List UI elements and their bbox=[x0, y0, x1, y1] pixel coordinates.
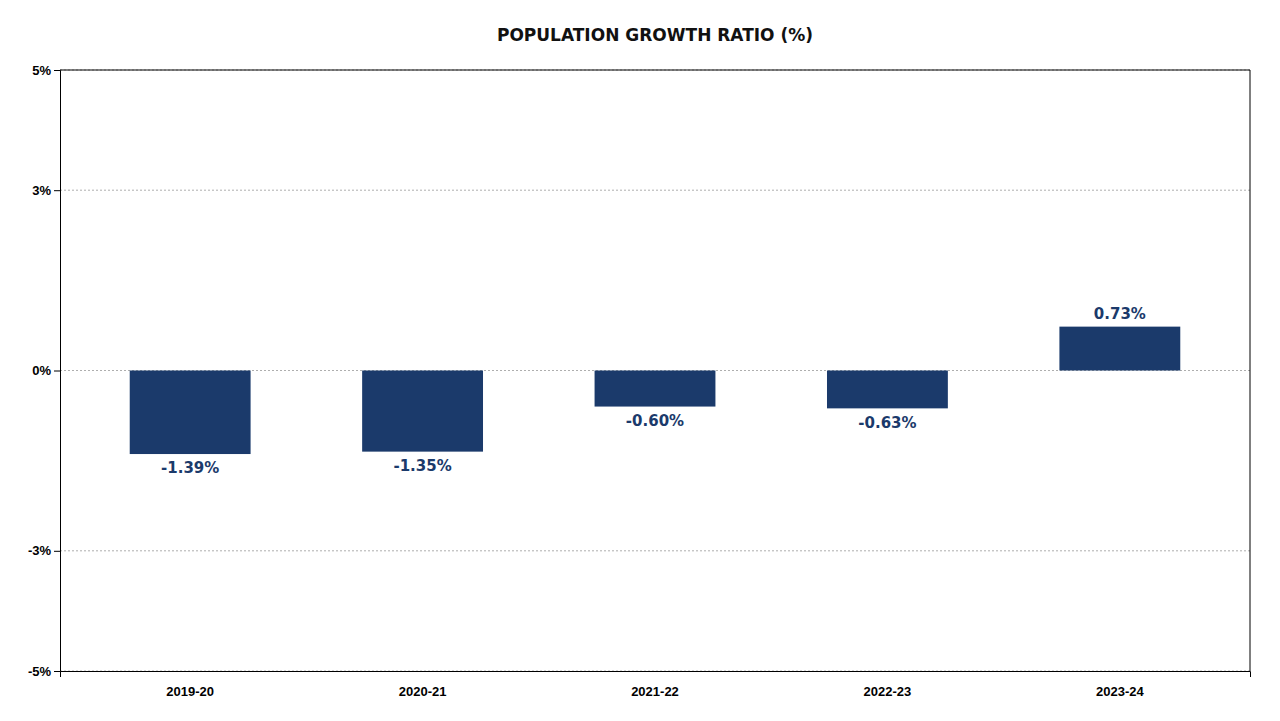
plot: -5% -3% 0% 3% 5% 2019-20 2020-21 2021-22 2022-23… bbox=[28, 63, 1251, 699]
tick-label: 2023-24 bbox=[1096, 684, 1144, 699]
frame bbox=[60, 70, 1250, 71]
tick-mark bbox=[54, 70, 60, 71]
tick-label: 2022-23 bbox=[864, 684, 912, 699]
tick-label: 2019-20 bbox=[166, 684, 214, 699]
bars bbox=[130, 327, 1181, 454]
tick: -3% bbox=[28, 543, 60, 558]
tick: 3% bbox=[32, 183, 60, 198]
tick-label: -3% bbox=[28, 543, 52, 558]
bar bbox=[130, 371, 251, 455]
tick-mark bbox=[54, 551, 60, 552]
bar bbox=[1059, 327, 1180, 371]
tick-mark bbox=[54, 371, 60, 372]
grid-line bbox=[60, 550, 1250, 551]
tick-label: 0% bbox=[32, 363, 51, 378]
tick: 2022-23 bbox=[864, 684, 912, 699]
frame bbox=[1250, 70, 1251, 671]
data-labels: -1.39% -1.35% -0.60% -0.63% 0.73% bbox=[161, 305, 1146, 478]
grid-line bbox=[60, 190, 1250, 191]
tick: 2019-20 bbox=[166, 684, 214, 699]
grid bbox=[60, 70, 1250, 671]
tick-label: 3% bbox=[32, 183, 51, 198]
bar bbox=[595, 371, 716, 407]
data-label: -1.39% bbox=[161, 459, 219, 477]
tick-label: -5% bbox=[28, 664, 52, 679]
data-label: -1.35% bbox=[393, 457, 451, 475]
tick: 5% bbox=[32, 63, 60, 78]
tick: 2021-22 bbox=[631, 684, 679, 699]
y-axis: -5% -3% 0% 3% 5% bbox=[28, 63, 61, 679]
tick: 2023-24 bbox=[1096, 684, 1144, 699]
tick: 0% bbox=[32, 363, 60, 378]
tick-label: 5% bbox=[32, 63, 51, 78]
bar bbox=[362, 371, 483, 452]
tick-label: 2021-22 bbox=[631, 684, 679, 699]
tick: 2020-21 bbox=[399, 684, 447, 699]
x-axis: 2019-20 2020-21 2021-22 2022-23 2023-24 bbox=[61, 672, 1251, 699]
data-label: -0.60% bbox=[626, 412, 684, 430]
data-label: -0.63% bbox=[858, 414, 916, 432]
tick-mark bbox=[54, 190, 60, 191]
data-label: 0.73% bbox=[1094, 305, 1146, 323]
grid-line bbox=[60, 70, 1250, 71]
axis-line bbox=[61, 672, 1251, 678]
bar bbox=[827, 371, 948, 409]
tick: -5% bbox=[28, 664, 60, 679]
chart: -5% -3% 0% 3% 5% 2019-20 2020-21 2021-22 2022-23… bbox=[0, 0, 1280, 721]
axis-line bbox=[54, 71, 61, 672]
tick-label: 2020-21 bbox=[399, 684, 447, 699]
title: POPULATION GROWTH RATIO (%) bbox=[497, 25, 813, 45]
tick-mark bbox=[54, 671, 60, 672]
